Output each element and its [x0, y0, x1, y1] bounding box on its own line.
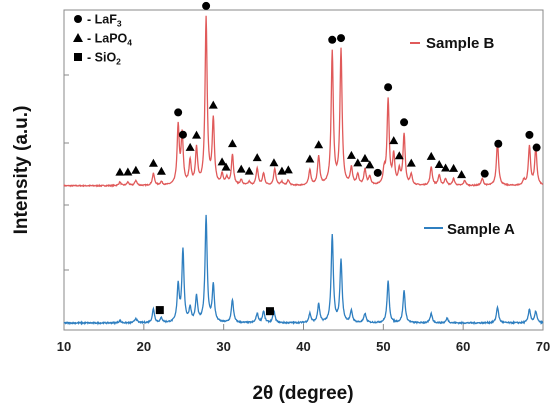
lapo4-peak-marker — [156, 166, 166, 175]
lapo4-peak-marker — [389, 136, 399, 145]
x-tick-label: 40 — [296, 339, 310, 354]
lapo4-peak-marker — [148, 158, 158, 167]
axes: 10 20 30 40 50 60 70 — [57, 74, 550, 354]
legend-label: - LaPO4 — [87, 32, 132, 48]
laf3-peak-marker — [480, 169, 489, 178]
sio2-peak-marker — [155, 306, 164, 315]
lapo4-peak-marker — [346, 150, 356, 159]
laf3-peak-marker — [525, 130, 534, 139]
lapo4-peak-marker — [244, 166, 254, 175]
laf3-peak-marker — [337, 34, 346, 43]
lapo4-peak-marker — [434, 160, 444, 169]
series-label-sample-a: Sample A — [447, 221, 515, 238]
x-tick-label: 10 — [57, 339, 71, 354]
x-tick-label: 30 — [216, 339, 230, 354]
laf3-peak-marker — [494, 139, 503, 148]
lapo4-peak-marker — [208, 100, 218, 109]
series-sample-a — [63, 214, 544, 326]
laf3-peak-marker — [202, 1, 211, 10]
legend-item-square: - SiO2 — [74, 51, 121, 67]
lapo4-peak-marker — [131, 165, 141, 174]
legend-triangle-symbol — [73, 33, 83, 42]
lapo4-peak-marker — [269, 158, 279, 167]
lapo4-peak-marker — [457, 170, 467, 179]
series-label-sample-b: Sample B — [426, 35, 495, 52]
series-line — [63, 15, 544, 188]
series-sample-b — [63, 15, 544, 188]
legend-item-circle: - LaF3 — [74, 13, 122, 29]
lapo4-peak-marker — [227, 139, 237, 148]
lapo4-peak-marker — [221, 162, 231, 171]
laf3-peak-marker — [373, 168, 382, 177]
marker-layer — [115, 1, 541, 316]
lapo4-peak-marker — [283, 165, 293, 174]
lapo4-peak-marker — [192, 130, 202, 139]
y-axis-title: Intensity (a.u.) — [11, 106, 32, 235]
lapo4-peak-marker — [123, 167, 133, 176]
laf3-peak-marker — [328, 35, 337, 44]
legend-square-symbol — [74, 53, 82, 61]
legend-item-triangle: - LaPO4 — [73, 32, 132, 48]
lapo4-peak-marker — [305, 154, 315, 163]
laf3-peak-marker — [178, 130, 187, 139]
x-tick-label: 50 — [376, 339, 390, 354]
lapo4-peak-marker — [314, 140, 324, 149]
x-axis-title: 2θ (degree) — [252, 383, 353, 404]
lapo4-peak-marker — [252, 153, 262, 162]
lapo4-peak-marker — [217, 157, 227, 166]
legend: - LaF3 - LaPO4 - SiO2 — [73, 13, 132, 67]
x-tick-label: 20 — [137, 339, 151, 354]
lapo4-peak-marker — [115, 167, 125, 176]
lapo4-peak-marker — [449, 163, 459, 172]
lapo4-peak-marker — [277, 166, 287, 175]
sio2-peak-marker — [265, 307, 274, 316]
legend-label: - SiO2 — [87, 51, 121, 67]
lapo4-peak-marker — [441, 163, 451, 172]
laf3-peak-marker — [532, 143, 541, 152]
lapo4-peak-marker — [236, 164, 246, 173]
lapo4-peak-marker — [394, 151, 404, 160]
x-tick-label: 70 — [536, 339, 550, 354]
lapo4-peak-marker — [426, 151, 436, 160]
legend-label: - LaF3 — [87, 13, 122, 29]
lapo4-peak-marker — [406, 158, 416, 167]
lapo4-peak-marker — [360, 153, 370, 162]
series-line — [63, 214, 544, 326]
laf3-peak-marker — [400, 118, 409, 127]
legend-subscript: 3 — [117, 19, 122, 29]
x-tick-label: 60 — [456, 339, 470, 354]
laf3-peak-marker — [384, 83, 393, 92]
legend-subscript: 4 — [127, 38, 132, 48]
lapo4-peak-marker — [353, 158, 363, 167]
laf3-peak-marker — [174, 108, 183, 117]
lapo4-peak-marker — [365, 160, 375, 169]
legend-circle-symbol — [74, 15, 82, 23]
lapo4-peak-marker — [185, 142, 195, 151]
legend-subscript: 2 — [116, 57, 121, 67]
series-layer — [63, 15, 544, 326]
